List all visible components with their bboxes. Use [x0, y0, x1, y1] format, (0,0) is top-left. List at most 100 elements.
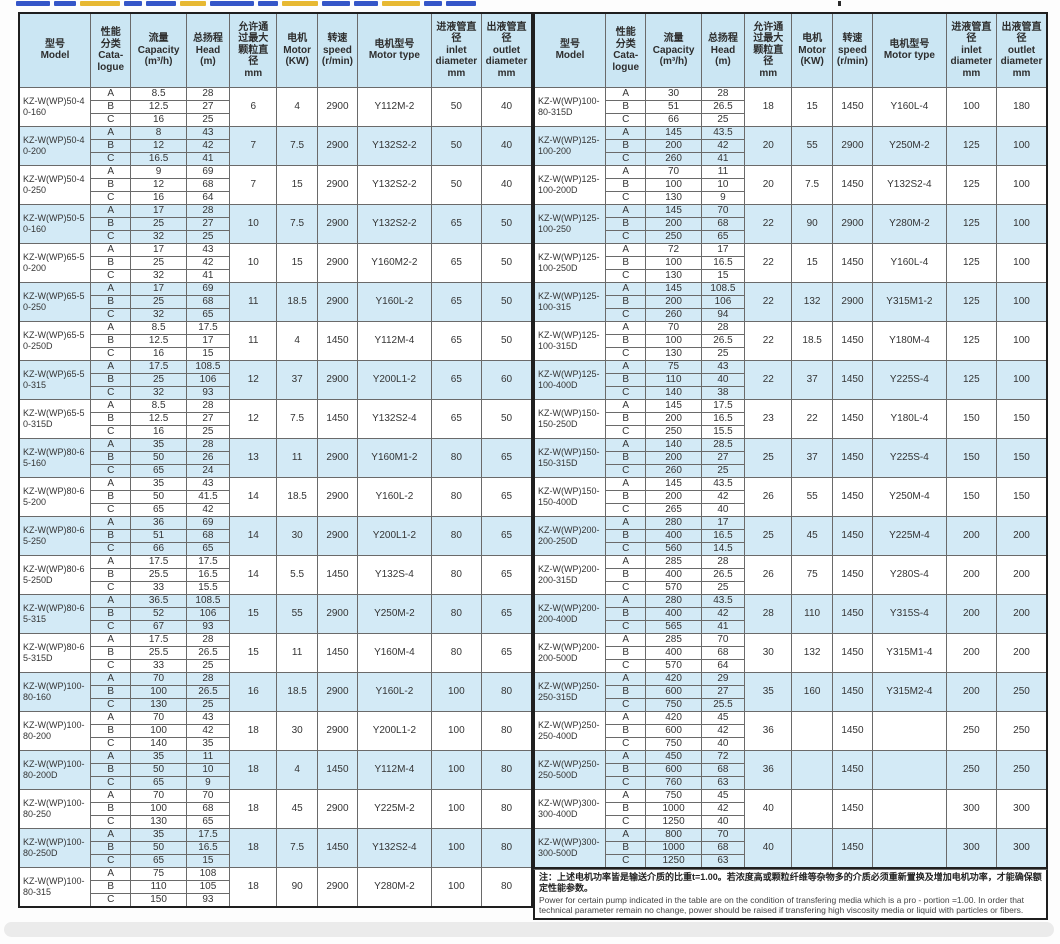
motor-type-cell: Y280M-2	[872, 203, 947, 244]
motor-type-cell: Y315M1-4	[872, 632, 947, 673]
head-cell: 11	[700, 164, 746, 179]
grade-cell: B	[90, 411, 132, 426]
head-cell: 70	[700, 827, 746, 842]
head-cell: 16.5	[700, 528, 746, 543]
grade-cell: C	[90, 385, 132, 400]
particle-cell: 30	[744, 632, 793, 673]
outlet-cell: 100	[996, 320, 1048, 361]
table-row: C 67 93	[19, 619, 532, 634]
table-row: B 25.5 16.5	[19, 567, 532, 582]
capacity-cell: 17	[130, 281, 187, 296]
grade-cell: B	[605, 840, 647, 855]
head-cell: 42	[185, 138, 231, 153]
head-cell: 17	[700, 515, 746, 530]
motor-type-cell: Y225M-2	[357, 788, 432, 829]
head-cell: 43	[700, 359, 746, 374]
head-cell: 28	[185, 632, 231, 647]
capacity-cell: 1000	[645, 840, 702, 855]
grade-cell: A	[605, 788, 647, 803]
head-cell: 40	[700, 372, 746, 387]
grade-cell: B	[90, 372, 132, 387]
speed-cell: 2900	[316, 788, 359, 829]
capacity-cell: 12	[130, 138, 187, 153]
motor-type-cell: Y160L-4	[872, 242, 947, 283]
head-cell: 72	[700, 749, 746, 764]
grade-cell: A	[90, 164, 132, 179]
capacity-cell: 1250	[645, 814, 702, 829]
head-cell: 41	[185, 151, 231, 166]
particle-cell: 20	[744, 125, 793, 166]
motor-cell: 18.5	[276, 281, 318, 322]
capacity-cell: 450	[645, 749, 702, 764]
inlet-cell: 80	[430, 437, 483, 478]
particle-cell: 36	[744, 710, 793, 751]
model-cell: KZ-W(WP)80-65-200	[18, 476, 92, 517]
particle-cell: 22	[744, 242, 793, 283]
particle-cell: 12	[229, 359, 278, 400]
capacity-cell: 51	[130, 528, 187, 543]
particle-cell: 40	[744, 827, 793, 868]
head-cell: 70	[700, 632, 746, 647]
head-cell: 10	[185, 762, 231, 777]
head-cell: 94	[700, 307, 746, 322]
head-cell: 65	[185, 814, 231, 829]
motor-cell: 22	[791, 398, 833, 439]
cropped-title-strip	[16, 0, 796, 8]
motor-type-cell: Y132S2-2	[357, 125, 432, 166]
grade-cell: B	[605, 528, 647, 543]
inlet-cell: 150	[945, 398, 998, 439]
capacity-cell: 50	[130, 840, 187, 855]
speed-cell: 1450	[831, 320, 874, 361]
speed-cell: 1450	[831, 710, 874, 751]
particle-cell: 6	[229, 86, 278, 127]
capacity-cell: 560	[645, 541, 702, 556]
particle-cell: 36	[744, 749, 793, 790]
capacity-cell: 70	[645, 320, 702, 335]
capacity-cell: 50	[130, 489, 187, 504]
particle-cell: 22	[744, 203, 793, 244]
table-row: KZ-W(WP)50-40-160 A 8.5 28 6 4 2900 Y112M-2 50 40	[18, 86, 533, 127]
head-cell: 15.5	[185, 580, 231, 595]
head-cell: 43	[185, 476, 231, 491]
motor-type-cell: Y250M-2	[357, 593, 432, 634]
grade-cell: A	[605, 203, 647, 218]
inlet-cell: 250	[945, 710, 998, 751]
head-cell: 105	[185, 879, 231, 894]
head-cell: 68	[185, 177, 231, 192]
cropped-title-fragment	[322, 1, 350, 6]
head-cell: 28	[700, 554, 746, 569]
col-header-motor: 电机 Motor (KW)	[276, 12, 318, 88]
capacity-cell: 65	[130, 853, 187, 868]
table-row: C 150 93	[19, 892, 532, 907]
grade-cell: C	[605, 541, 647, 556]
inlet-cell: 50	[430, 125, 483, 166]
inlet-cell: 80	[430, 632, 483, 673]
inlet-cell: 300	[945, 827, 998, 868]
table-row: B 200 42	[534, 138, 1047, 153]
capacity-cell: 72	[645, 242, 702, 257]
head-cell: 25	[185, 112, 231, 127]
grade-cell: A	[605, 281, 647, 296]
capacity-cell: 260	[645, 463, 702, 478]
capacity-cell: 35	[130, 827, 187, 842]
table-row: KZ-W(WP)80-65-250D A 17.5 17.5 14 5.5 1450 Y132…	[18, 554, 533, 595]
outlet-cell: 100	[996, 281, 1048, 322]
head-cell: 45	[700, 710, 746, 725]
table-row: KZ-W(WP)50-40-200 A 8 43 7 7.5 2900 Y132S2-2 50 4…	[18, 125, 533, 166]
motor-type-cell: Y132S2-2	[357, 203, 432, 244]
grade-cell: C	[605, 307, 647, 322]
motor-type-cell: Y250M-4	[872, 476, 947, 517]
motor-type-cell: Y112M-4	[357, 320, 432, 361]
capacity-cell: 260	[645, 307, 702, 322]
capacity-cell: 75	[130, 866, 187, 881]
capacity-cell: 145	[645, 125, 702, 140]
grade-cell: A	[90, 671, 132, 686]
speed-cell: 2900	[316, 515, 359, 556]
grade-cell: C	[90, 268, 132, 283]
motor-cell: 4	[276, 749, 318, 790]
capacity-cell: 200	[645, 489, 702, 504]
outlet-cell: 200	[996, 593, 1048, 634]
col-header-speed: 转速 speed (r/min)	[831, 12, 874, 88]
speed-cell: 2900	[316, 359, 359, 400]
head-cell: 11	[185, 749, 231, 764]
